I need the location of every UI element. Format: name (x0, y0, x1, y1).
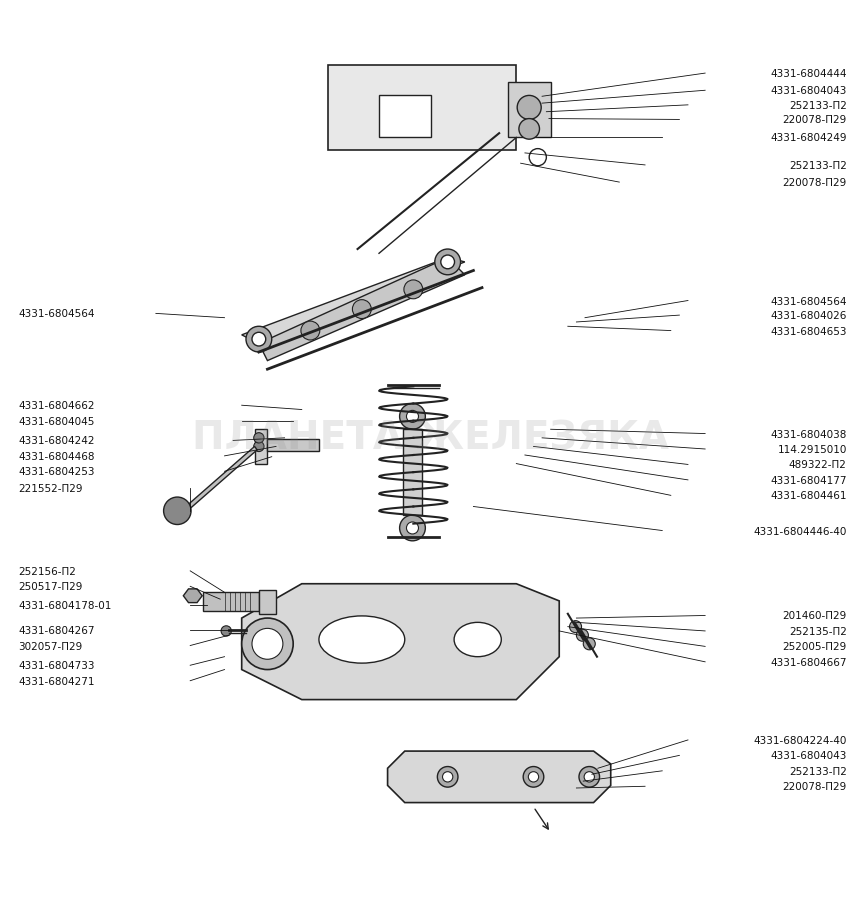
Text: 4331-6804253: 4331-6804253 (19, 466, 95, 476)
Circle shape (437, 767, 458, 787)
Polygon shape (242, 259, 465, 344)
Circle shape (352, 301, 371, 319)
Ellipse shape (319, 616, 405, 663)
Text: 4331-6804667: 4331-6804667 (771, 657, 846, 667)
Bar (508, 83, 551, 138)
Circle shape (579, 767, 599, 787)
Text: 489322-П2: 489322-П2 (789, 460, 846, 470)
Circle shape (406, 522, 418, 535)
Text: 4331-6804733: 4331-6804733 (19, 660, 95, 670)
Text: 250517-П29: 250517-П29 (19, 581, 83, 591)
Polygon shape (242, 584, 560, 700)
Bar (379, 96, 430, 138)
Circle shape (300, 322, 319, 341)
Text: 4331-6804271: 4331-6804271 (19, 676, 95, 686)
Text: ПЛАНЕТА ЖЕЛЕЗЯКА: ПЛАНЕТА ЖЕЛЕЗЯКА (192, 419, 669, 457)
Text: 4331-6804662: 4331-6804662 (19, 401, 95, 411)
Text: 4331-6804242: 4331-6804242 (19, 436, 95, 445)
Text: 252156-П2: 252156-П2 (19, 567, 77, 577)
Circle shape (576, 630, 588, 641)
Circle shape (400, 516, 425, 541)
Text: 114.2915010: 114.2915010 (777, 445, 846, 455)
Circle shape (221, 626, 232, 637)
Text: 4331-6804444: 4331-6804444 (771, 69, 846, 79)
Text: 252135-П2: 252135-П2 (789, 626, 846, 636)
Text: 252005-П29: 252005-П29 (783, 641, 846, 651)
Circle shape (246, 327, 272, 353)
Bar (403, 430, 422, 516)
Circle shape (254, 442, 264, 452)
Circle shape (529, 772, 539, 783)
Text: 252133-П2: 252133-П2 (789, 101, 846, 111)
Circle shape (252, 333, 266, 346)
Circle shape (441, 256, 455, 270)
Polygon shape (183, 589, 202, 603)
Text: 4331-6804038: 4331-6804038 (771, 429, 846, 439)
Text: 302057-П29: 302057-П29 (19, 640, 83, 650)
Text: 252133-П2: 252133-П2 (789, 766, 846, 776)
Text: 4331-6804224-40: 4331-6804224-40 (753, 735, 846, 745)
Circle shape (443, 772, 453, 783)
Text: 4331-6804446-40: 4331-6804446-40 (753, 526, 846, 536)
Circle shape (164, 497, 191, 525)
Text: 220078-П29: 220078-П29 (783, 178, 846, 188)
Text: 252133-П2: 252133-П2 (789, 160, 846, 170)
Text: 4331-6804564: 4331-6804564 (771, 296, 846, 306)
Text: 4331-6804653: 4331-6804653 (771, 326, 846, 336)
Text: 220078-П29: 220078-П29 (783, 116, 846, 126)
Circle shape (400, 404, 425, 430)
Polygon shape (255, 430, 268, 464)
Circle shape (569, 621, 581, 633)
Text: 221552-П29: 221552-П29 (19, 483, 83, 493)
Text: 4331-6804045: 4331-6804045 (19, 416, 95, 426)
Text: 201460-П29: 201460-П29 (783, 610, 846, 620)
Circle shape (584, 772, 594, 783)
Bar (203, 593, 259, 611)
Text: 4331-6804461: 4331-6804461 (771, 491, 846, 501)
Bar (268, 439, 319, 451)
Polygon shape (259, 259, 465, 361)
Text: 220078-П29: 220078-П29 (783, 782, 846, 792)
Circle shape (435, 250, 461, 275)
Text: 4331-6804177: 4331-6804177 (771, 476, 846, 486)
Text: 4331-6804564: 4331-6804564 (19, 309, 95, 319)
Polygon shape (387, 752, 610, 803)
Circle shape (517, 97, 542, 120)
Text: 4331-6804026: 4331-6804026 (771, 311, 846, 321)
Text: 4331-6804267: 4331-6804267 (19, 625, 95, 635)
Text: 4331-6804043: 4331-6804043 (771, 87, 846, 97)
Bar (259, 590, 276, 614)
Ellipse shape (454, 623, 501, 657)
Circle shape (242, 619, 294, 670)
Text: 4331-6804468: 4331-6804468 (19, 451, 95, 461)
Polygon shape (186, 447, 257, 510)
Circle shape (523, 767, 544, 787)
Circle shape (404, 281, 423, 300)
Circle shape (406, 411, 418, 423)
Circle shape (519, 119, 540, 140)
Circle shape (252, 629, 283, 660)
Text: 4331-6804043: 4331-6804043 (771, 751, 846, 761)
FancyBboxPatch shape (327, 66, 517, 151)
Circle shape (583, 638, 595, 650)
Text: 4331-6804178-01: 4331-6804178-01 (19, 600, 112, 610)
Text: 4331-6804249: 4331-6804249 (771, 133, 846, 143)
Circle shape (254, 434, 264, 444)
